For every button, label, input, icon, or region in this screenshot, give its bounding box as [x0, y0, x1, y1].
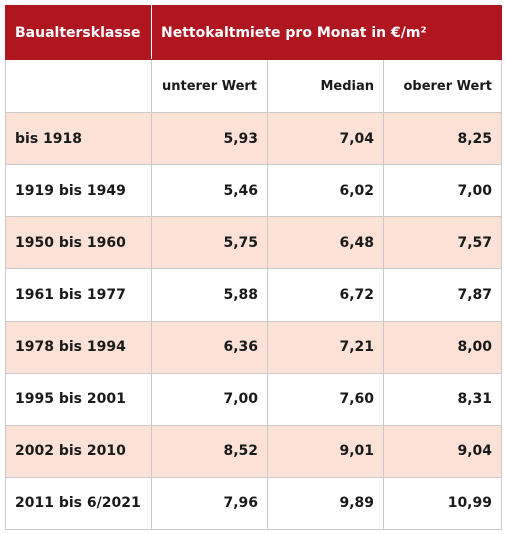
cell-klasse: 1950 bis 1960 [5, 216, 152, 270]
cell-klasse: 1995 bis 2001 [5, 372, 152, 426]
table-row: 1961 bis 1977 5,88 6,72 7,87 [5, 268, 502, 322]
cell-high: 8,31 [383, 372, 502, 426]
subheader-low: unterer Wert [151, 59, 268, 114]
table-row: 1978 bis 1994 6,36 7,21 8,00 [5, 320, 502, 374]
cell-high: 8,00 [383, 320, 502, 374]
cell-median: 7,21 [267, 320, 384, 374]
table-row: 2002 bis 2010 8,52 9,01 9,04 [5, 424, 502, 478]
cell-high: 8,25 [383, 112, 502, 166]
cell-klasse: 1919 bis 1949 [5, 164, 152, 218]
table-row: 1995 bis 2001 7,00 7,60 8,31 [5, 372, 502, 426]
cell-low: 6,36 [151, 320, 268, 374]
subheader-high: oberer Wert [383, 59, 502, 114]
cell-median: 9,01 [267, 424, 384, 478]
cell-klasse: 1978 bis 1994 [5, 320, 152, 374]
table-header-row: Baualtersklasse Nettokaltmiete pro Monat… [5, 4, 502, 61]
cell-low: 8,52 [151, 424, 268, 478]
subheader-median: Median [267, 59, 384, 114]
cell-low: 7,00 [151, 372, 268, 426]
subheader-empty-cell [5, 59, 152, 114]
rent-table: Baualtersklasse Nettokaltmiete pro Monat… [5, 4, 502, 531]
cell-median: 7,60 [267, 372, 384, 426]
cell-low: 5,75 [151, 216, 268, 270]
cell-klasse: bis 1918 [5, 112, 152, 166]
cell-high: 7,87 [383, 268, 502, 322]
table-row: bis 1918 5,93 7,04 8,25 [5, 112, 502, 166]
cell-low: 5,93 [151, 112, 268, 166]
cell-high: 7,57 [383, 216, 502, 270]
cell-median: 9,89 [267, 476, 384, 531]
cell-high: 9,04 [383, 424, 502, 478]
cell-high: 10,99 [383, 476, 502, 531]
header-baualtersklasse: Baualtersklasse [5, 4, 152, 61]
cell-median: 6,02 [267, 164, 384, 218]
cell-low: 5,88 [151, 268, 268, 322]
table-row: 2011 bis 6/2021 7,96 9,89 10,99 [5, 476, 502, 531]
table-row: 1919 bis 1949 5,46 6,02 7,00 [5, 164, 502, 218]
table-subheader-row: unterer Wert Median oberer Wert [5, 59, 502, 114]
cell-klasse: 2011 bis 6/2021 [5, 476, 152, 531]
cell-klasse: 2002 bis 2010 [5, 424, 152, 478]
cell-median: 7,04 [267, 112, 384, 166]
cell-low: 7,96 [151, 476, 268, 531]
cell-klasse: 1961 bis 1977 [5, 268, 152, 322]
cell-median: 6,48 [267, 216, 384, 270]
cell-low: 5,46 [151, 164, 268, 218]
cell-median: 6,72 [267, 268, 384, 322]
cell-high: 7,00 [383, 164, 502, 218]
header-nettokaltmiete: Nettokaltmiete pro Monat in €/m² [151, 4, 502, 61]
table-row: 1950 bis 1960 5,75 6,48 7,57 [5, 216, 502, 270]
